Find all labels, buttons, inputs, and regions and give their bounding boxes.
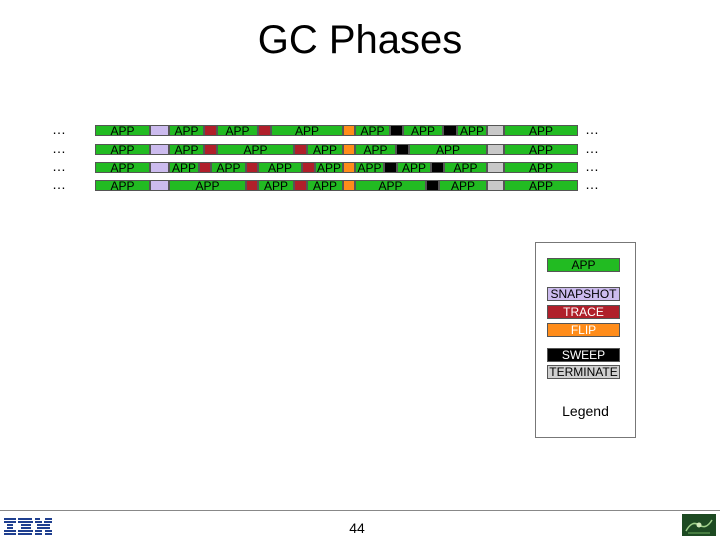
phase-segment-snapshot — [150, 125, 169, 136]
phase-segment-sweep — [396, 144, 409, 155]
phase-segment-app: APP — [504, 162, 578, 174]
row-ellipsis-start: … — [52, 140, 67, 156]
phase-segment-flip — [343, 125, 355, 136]
legend-item-app: APP — [547, 258, 620, 272]
phase-segment-snapshot — [150, 162, 169, 173]
phase-segment-app: APP — [258, 162, 302, 174]
phase-segment-app: APP — [355, 125, 390, 137]
phase-segment-app: APP — [169, 162, 199, 174]
legend-item-sweep: SWEEP — [547, 348, 620, 362]
phase-segment-app: APP — [95, 162, 150, 174]
phase-segment-app: APP — [403, 125, 443, 137]
legend-item-snapshot: SNAPSHOT — [547, 287, 620, 301]
phase-segment-snapshot — [150, 180, 169, 191]
phase-segment-terminate — [487, 180, 504, 191]
phase-segment-app: APP — [355, 180, 426, 192]
phase-segment-terminate — [487, 144, 504, 155]
phase-segment-app: APP — [95, 125, 150, 137]
legend-item-flip: FLIP — [547, 323, 620, 337]
phase-segment-terminate — [487, 162, 504, 173]
ibm-logo-icon — [4, 518, 52, 535]
phase-segment-sweep — [431, 162, 444, 173]
row-ellipsis-end: … — [585, 158, 600, 174]
page-number: 44 — [349, 520, 365, 536]
phase-segment-app: APP — [95, 144, 150, 156]
phase-segment-trace — [246, 180, 258, 191]
phase-segment-app: APP — [504, 144, 578, 156]
phase-segment-app: APP — [457, 125, 487, 137]
phase-segment-app: APP — [439, 180, 487, 192]
row-ellipsis-start: … — [52, 176, 67, 192]
phase-segment-terminate — [487, 125, 504, 136]
phase-segment-app: APP — [307, 144, 343, 156]
row-ellipsis-end: … — [585, 140, 600, 156]
phase-segment-trace — [302, 162, 315, 173]
phase-segment-trace — [294, 144, 307, 155]
phase-segment-app: APP — [169, 125, 204, 137]
phase-segment-sweep — [384, 162, 397, 173]
phase-segment-app: APP — [355, 144, 396, 156]
row-ellipsis-end: … — [585, 176, 600, 192]
phase-segment-sweep — [443, 125, 457, 136]
corner-logo-icon — [682, 514, 716, 536]
phase-segment-app: APP — [271, 125, 343, 137]
phase-segment-sweep — [390, 125, 403, 136]
legend-item-terminate: TERMINATE — [547, 365, 620, 379]
row-ellipsis-start: … — [52, 121, 67, 137]
legend-box: APP SNAPSHOT TRACE FLIP SWEEP TERMINATE … — [535, 242, 636, 438]
phase-segment-app: APP — [355, 162, 384, 174]
phase-segment-app: APP — [217, 125, 258, 137]
phase-segment-app: APP — [397, 162, 431, 174]
phase-segment-trace — [294, 180, 307, 191]
phase-segment-trace — [204, 125, 217, 136]
phase-segment-app: APP — [504, 180, 578, 192]
legend-item-trace: TRACE — [547, 305, 620, 319]
phase-segment-trace — [258, 125, 271, 136]
phase-segment-app: APP — [258, 180, 294, 192]
phase-segment-app: APP — [307, 180, 343, 192]
gc-phase-timeline: … APP APP APP APP APP APP APP APP…… APP APP APP APP A… — [0, 0, 720, 200]
phase-segment-trace — [246, 162, 258, 173]
phase-segment-flip — [343, 144, 355, 155]
phase-segment-snapshot — [150, 144, 169, 155]
row-ellipsis-end: … — [585, 121, 600, 137]
slide-title: GC Phases — [257, 18, 463, 62]
phase-segment-app: APP — [444, 162, 487, 174]
phase-segment-flip — [343, 162, 355, 173]
row-ellipsis-start: … — [52, 158, 67, 174]
phase-segment-flip — [343, 180, 355, 191]
phase-segment-trace — [204, 144, 217, 155]
phase-segment-app: APP — [211, 162, 246, 174]
phase-segment-trace — [199, 162, 211, 173]
phase-segment-sweep — [426, 180, 439, 191]
phase-segment-app: APP — [217, 144, 294, 156]
footer-divider — [0, 510, 720, 511]
phase-segment-app: APP — [504, 125, 578, 137]
phase-segment-app: APP — [409, 144, 487, 156]
legend-caption: Legend — [562, 403, 609, 419]
phase-segment-app: APP — [95, 180, 150, 192]
phase-segment-app: APP — [169, 180, 246, 192]
phase-segment-app: APP — [169, 144, 204, 156]
phase-segment-app: APP — [315, 161, 343, 175]
